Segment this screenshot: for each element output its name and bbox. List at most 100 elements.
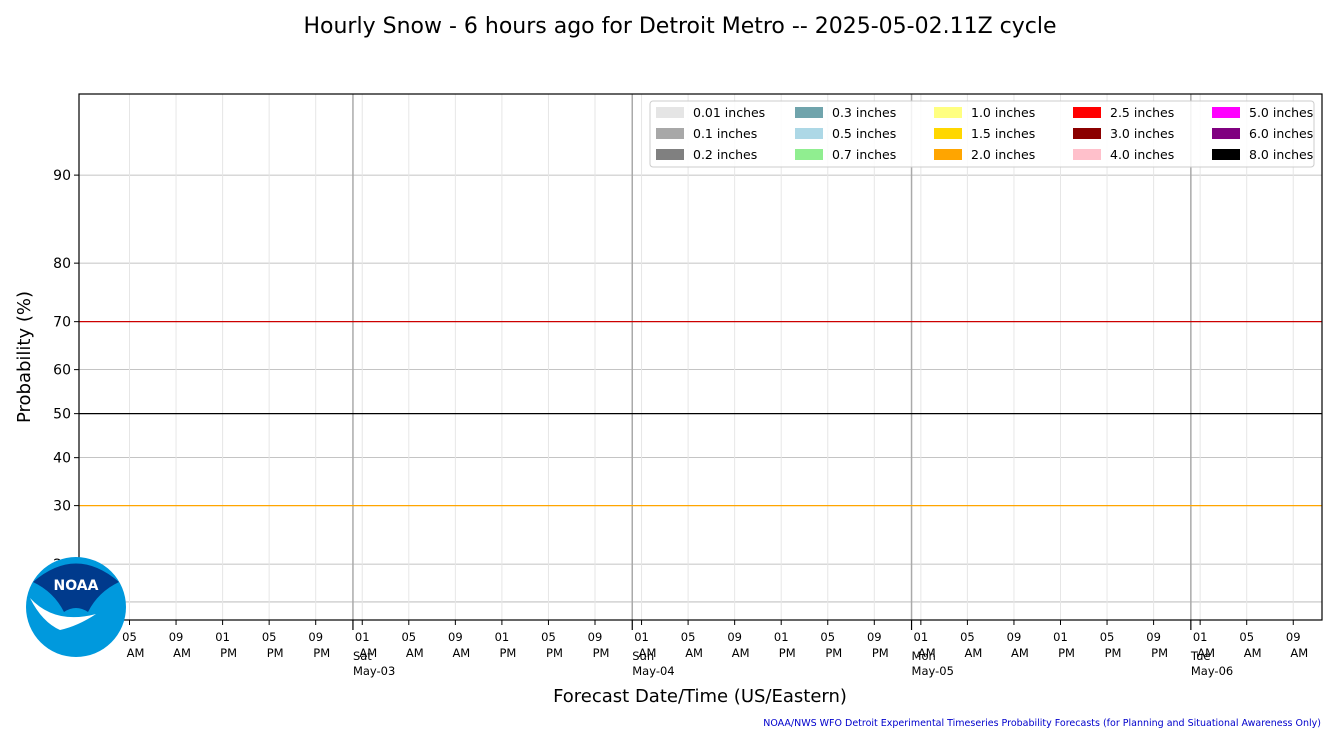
day-label: Mon: [912, 649, 936, 663]
x-tick-hour: 01: [215, 630, 230, 644]
day-label: Tue: [1190, 649, 1211, 663]
chart-title: Hourly Snow - 6 hours ago for Detroit Me…: [303, 14, 1056, 39]
legend-swatch: [1073, 107, 1101, 118]
x-axis-label: Forecast Date/Time (US/Eastern): [553, 686, 847, 707]
x-tick-hour: 05: [1239, 630, 1254, 644]
x-tick-hour: 09: [867, 630, 882, 644]
x-tick-ampm: PM: [825, 646, 842, 660]
x-tick-hour: 01: [914, 630, 929, 644]
x-tick-ampm: PM: [593, 646, 610, 660]
legend-label: 0.1 inches: [693, 126, 757, 141]
x-tick-hour: 05: [401, 630, 416, 644]
legend-swatch: [795, 107, 823, 118]
x-tick-ampm: PM: [220, 646, 237, 660]
x-tick-ampm: PM: [546, 646, 563, 660]
legend-swatch: [795, 149, 823, 160]
y-axis-ticks: 2030405060708090: [53, 168, 79, 573]
x-tick-hour: 05: [541, 630, 556, 644]
legend-swatch: [1073, 128, 1101, 139]
date-label: May-04: [632, 664, 674, 678]
x-tick-ampm: AM: [406, 646, 424, 660]
legend-swatch: [656, 128, 684, 139]
x-tick-hour: 01: [495, 630, 510, 644]
legend-swatch: [1073, 149, 1101, 160]
legend-label: 6.0 inches: [1249, 126, 1313, 141]
legend-swatch: [1212, 149, 1240, 160]
legend-label: 0.7 inches: [832, 147, 896, 162]
x-tick-hour: 05: [262, 630, 277, 644]
legend-swatch: [934, 149, 962, 160]
legend-label: 2.0 inches: [971, 147, 1035, 162]
x-tick-ampm: AM: [639, 646, 657, 660]
y-tick-label: 60: [53, 363, 71, 379]
x-tick-hour: 01: [1053, 630, 1068, 644]
date-label: May-03: [353, 664, 395, 678]
x-tick-ampm: PM: [1058, 646, 1075, 660]
x-axis-ticks: 05 AM 09 AM 01 PM 05 PM 09 PM 01 AM 05 AM 09 AM 01 PM 05 PM…: [122, 620, 1308, 660]
x-tick-ampm: AM: [918, 646, 936, 660]
x-tick-ampm: PM: [1105, 646, 1122, 660]
x-tick-hour: 01: [355, 630, 370, 644]
legend-label: 4.0 inches: [1110, 147, 1174, 162]
x-tick-hour: 05: [820, 630, 835, 644]
x-tick-hour: 09: [588, 630, 603, 644]
legend-swatch: [1212, 128, 1240, 139]
x-tick-hour: 05: [681, 630, 696, 644]
x-tick-ampm: AM: [1197, 646, 1215, 660]
x-tick-hour: 09: [169, 630, 184, 644]
legend-label: 0.3 inches: [832, 105, 896, 120]
x-tick-ampm: AM: [452, 646, 470, 660]
day-label: Sat: [353, 649, 372, 663]
legend-label: 0.5 inches: [832, 126, 896, 141]
x-tick-ampm: AM: [1011, 646, 1029, 660]
x-tick-ampm: AM: [1244, 646, 1262, 660]
x-tick-ampm: PM: [499, 646, 516, 660]
x-tick-hour: 05: [122, 630, 137, 644]
y-tick-label: 30: [53, 499, 71, 515]
x-tick-hour: 09: [308, 630, 323, 644]
y-axis-label: Probability (%): [14, 291, 35, 423]
date-label: May-05: [912, 664, 954, 678]
legend-swatch: [656, 149, 684, 160]
legend-swatch: [1212, 107, 1240, 118]
legend-label: 1.5 inches: [971, 126, 1035, 141]
legend-swatch: [934, 128, 962, 139]
x-tick-hour: 01: [774, 630, 789, 644]
legend-label: 0.01 inches: [693, 105, 765, 120]
noaa-logo-text: NOAA: [54, 578, 99, 594]
x-tick-hour: 05: [960, 630, 975, 644]
x-tick-ampm: AM: [359, 646, 377, 660]
x-tick-ampm: PM: [779, 646, 796, 660]
x-tick-hour: 01: [634, 630, 649, 644]
legend-swatch: [656, 107, 684, 118]
legend-label: 8.0 inches: [1249, 147, 1313, 162]
y-tick-label: 80: [53, 256, 71, 272]
x-tick-hour: 09: [727, 630, 742, 644]
x-tick-ampm: AM: [965, 646, 983, 660]
y-tick-label: 40: [53, 451, 71, 467]
day-label: Sun: [632, 649, 654, 663]
legend-label: 0.2 inches: [693, 147, 757, 162]
x-tick-ampm: PM: [1151, 646, 1168, 660]
x-tick-hour: 09: [1286, 630, 1301, 644]
y-tick-label: 50: [53, 407, 71, 423]
legend-swatch: [934, 107, 962, 118]
x-tick-hour: 09: [448, 630, 463, 644]
x-tick-hour: 01: [1193, 630, 1208, 644]
x-tick-ampm: AM: [173, 646, 191, 660]
x-tick-ampm: AM: [685, 646, 703, 660]
x-tick-ampm: AM: [732, 646, 750, 660]
y-tick-label: 70: [53, 315, 71, 331]
x-tick-hour: 09: [1007, 630, 1022, 644]
y-tick-label: 90: [53, 168, 71, 184]
x-tick-ampm: AM: [127, 646, 145, 660]
x-tick-ampm: PM: [872, 646, 889, 660]
x-tick-hour: 09: [1146, 630, 1161, 644]
x-tick-ampm: PM: [313, 646, 330, 660]
noaa-logo: NOAA: [26, 557, 126, 657]
noaa-logo-bird-shape: [33, 563, 119, 612]
legend-label: 3.0 inches: [1110, 126, 1174, 141]
legend-label: 5.0 inches: [1249, 105, 1313, 120]
